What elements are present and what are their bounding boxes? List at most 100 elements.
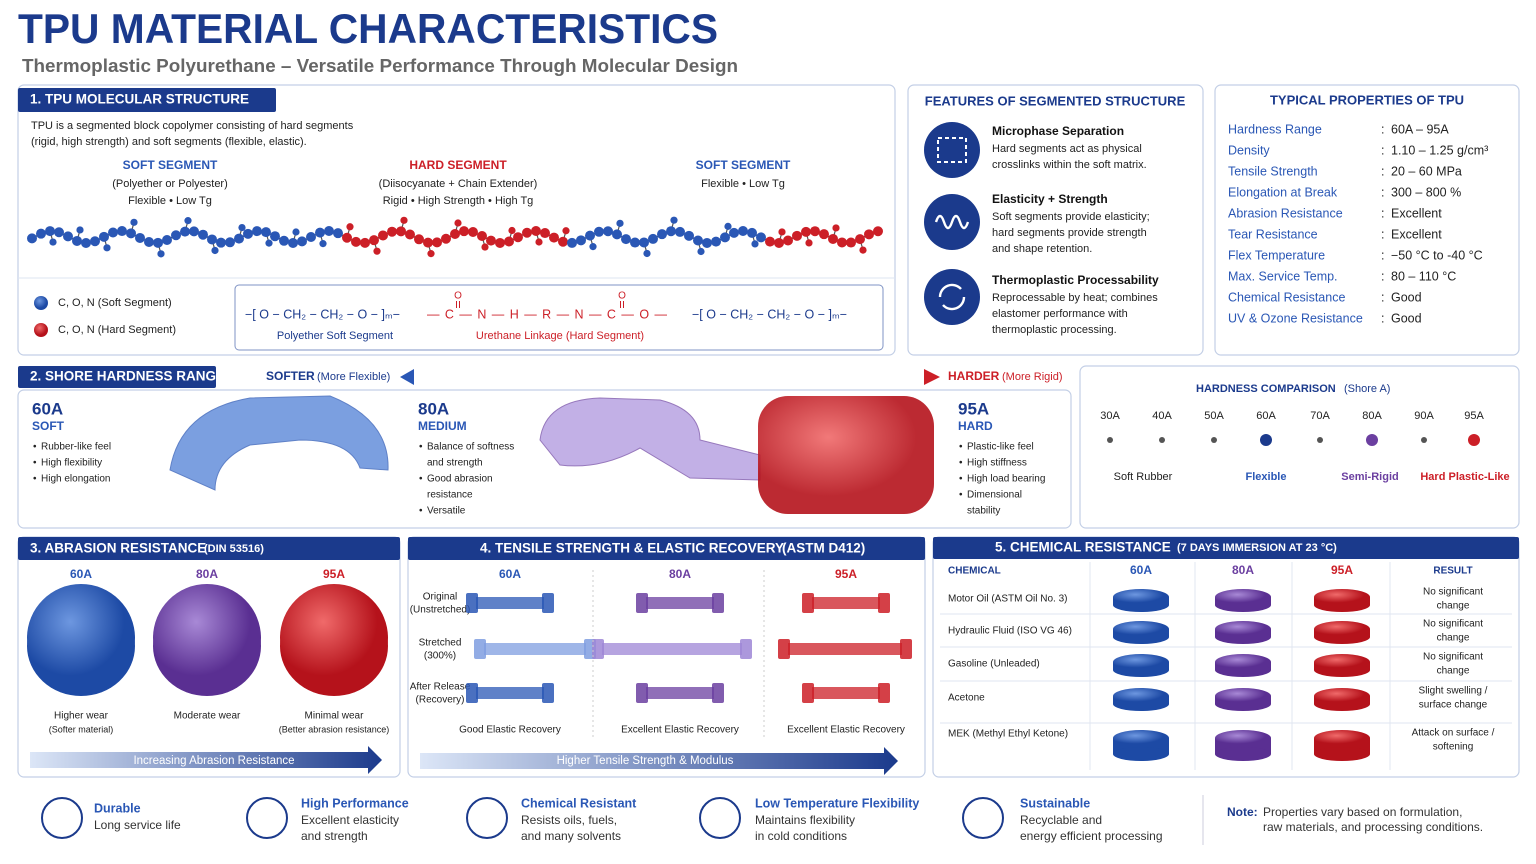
atom xyxy=(765,236,775,247)
atom xyxy=(670,216,678,224)
specimen xyxy=(476,687,544,699)
icon-glyph xyxy=(938,283,966,311)
atom xyxy=(724,222,732,230)
bullet-text: High load bearing xyxy=(967,474,1045,485)
legend-swatch xyxy=(34,323,48,337)
arrow-head xyxy=(924,369,940,385)
tensile-header xyxy=(408,537,925,560)
atom xyxy=(81,237,91,248)
footer-title: Chemical Resistant xyxy=(521,796,637,810)
property-separator: : xyxy=(1381,206,1384,220)
footer-text: Resists oils, fuels, xyxy=(521,813,617,827)
bullet-text: High stiffness xyxy=(967,458,1027,469)
bullet: • xyxy=(33,458,37,469)
atom xyxy=(72,235,82,246)
chemical-name: Hydraulic Fluid (ISO VG 46) xyxy=(948,626,1072,637)
atom xyxy=(63,231,73,242)
result-text: change xyxy=(1437,601,1470,612)
formula-box xyxy=(234,284,884,351)
feature-title: Elasticity + Strength xyxy=(992,192,1108,206)
bullet: • xyxy=(419,506,423,517)
grade-label: 95A xyxy=(835,567,857,581)
comparison-unit: (Shore A) xyxy=(1344,383,1390,395)
scale-label: 90A xyxy=(1414,410,1434,422)
atom xyxy=(243,228,253,239)
grade-label: 80A xyxy=(669,567,691,581)
segment-detail: (Diisocyanate + Chain Extender) xyxy=(379,178,538,190)
atom xyxy=(828,233,838,244)
property-separator: : xyxy=(1381,290,1384,304)
atom xyxy=(738,226,748,236)
specimen xyxy=(602,643,742,655)
formula-soft: −[ O − CH₂ − CH₂ − O − ]ₘ− xyxy=(245,307,400,321)
feature-text: Soft segments provide elasticity; xyxy=(992,211,1150,223)
state-label: (Recovery) xyxy=(416,695,465,706)
disc xyxy=(27,584,135,692)
section-standard: (ASTM D412) xyxy=(782,541,865,556)
atom xyxy=(666,226,676,237)
atom xyxy=(531,226,541,237)
result-text: Slight swelling / xyxy=(1419,686,1488,697)
carbonyl-oxygen: O xyxy=(454,291,462,302)
atom xyxy=(454,219,462,227)
property-separator: : xyxy=(1381,311,1384,325)
atom xyxy=(589,243,597,251)
intro-text: (rigid, high strength) and soft segments… xyxy=(31,136,307,148)
atom xyxy=(90,236,100,247)
footer-text: and strength xyxy=(301,829,368,843)
legend-swatch xyxy=(34,296,48,310)
atom xyxy=(594,226,604,237)
feature-text: Reprocessable by heat; combines xyxy=(992,292,1158,304)
segment-name: HARD SEGMENT xyxy=(409,158,507,172)
atom xyxy=(135,232,145,243)
segment-detail: (Polyether or Polyester) xyxy=(112,178,228,190)
grade-label: 95A xyxy=(958,399,989,418)
atom xyxy=(508,226,516,235)
result-text: Attack on surface / xyxy=(1412,728,1495,739)
atom xyxy=(27,233,37,244)
property-name: Tear Resistance xyxy=(1228,227,1318,241)
state-label: After Release xyxy=(410,682,471,693)
section-standard: (DIN 53516) xyxy=(204,543,264,555)
grade-label: 60A xyxy=(499,567,521,581)
footer-icon xyxy=(41,797,83,839)
scale-label: 30A xyxy=(1100,410,1120,422)
scale-dot xyxy=(1159,437,1165,443)
bullet: • xyxy=(419,442,423,453)
formula-label: Urethane Linkage (Hard Segment) xyxy=(476,330,644,342)
molecular-chain xyxy=(27,216,883,258)
atom xyxy=(414,234,424,245)
state-label: (300%) xyxy=(424,651,456,662)
legend-label: C, O, N (Soft Segment) xyxy=(58,297,172,309)
sample-top xyxy=(1215,730,1271,746)
column-header: 80A xyxy=(1232,563,1254,577)
property-name: Density xyxy=(1228,143,1270,157)
atom xyxy=(130,218,138,226)
recovery-label: Excellent Elastic Recovery xyxy=(787,725,905,736)
atom xyxy=(450,229,460,240)
grade-label: 60A xyxy=(70,567,92,581)
specimen xyxy=(740,639,752,659)
intro-text: TPU is a segmented block copolymer consi… xyxy=(31,120,354,132)
atom xyxy=(306,232,316,243)
scale-category: Semi-Rigid xyxy=(1341,471,1398,483)
property-value: 80 – 110 °C xyxy=(1391,269,1456,283)
feature-icon xyxy=(924,122,980,178)
property-value: Good xyxy=(1391,311,1422,325)
chemical-header xyxy=(933,537,1519,559)
footer-text: Long service life xyxy=(94,818,181,832)
bullet: • xyxy=(419,474,423,485)
atom xyxy=(103,244,111,252)
sample-bottom xyxy=(1314,747,1370,761)
specimen xyxy=(636,683,648,703)
result-text: No significant xyxy=(1423,587,1483,598)
sample-top xyxy=(1113,654,1169,670)
bullet-text: Plastic-like feel xyxy=(967,442,1034,453)
softer-label: SOFTER xyxy=(266,369,315,383)
column-header: 95A xyxy=(1331,563,1353,577)
atom xyxy=(481,243,489,251)
scale-dot xyxy=(1260,434,1272,446)
atom xyxy=(279,235,289,246)
atom xyxy=(427,250,435,258)
specimen xyxy=(712,593,724,613)
